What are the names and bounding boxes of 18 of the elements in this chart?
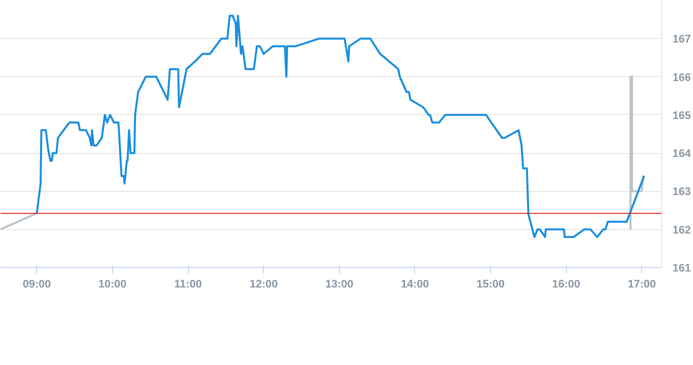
y-tick-label: 161 — [672, 262, 691, 274]
x-tick-label: 15:00 — [476, 278, 505, 290]
x-tick-label: 14:00 — [400, 278, 430, 290]
y-tick-label: 162 — [672, 224, 691, 236]
y-tick-label: 166 — [672, 72, 691, 84]
x-tick-label: 10:00 — [98, 278, 127, 290]
y-tick-label: 167 — [672, 34, 691, 46]
x-tick-label: 12:00 — [250, 278, 278, 290]
y-tick-label: 165 — [672, 110, 691, 122]
y-tick-label: 163 — [672, 186, 691, 198]
line-series — [629, 76, 644, 230]
x-tick-label: 09:00 — [22, 278, 51, 290]
y-tick-label: 164 — [672, 148, 692, 160]
line-series — [36, 14, 646, 238]
x-tick-label: 13:00 — [325, 278, 354, 290]
x-tick-label: 16:00 — [552, 278, 580, 290]
x-tick-label: 17:00 — [628, 278, 656, 290]
x-tick-label: 11:00 — [174, 278, 202, 290]
